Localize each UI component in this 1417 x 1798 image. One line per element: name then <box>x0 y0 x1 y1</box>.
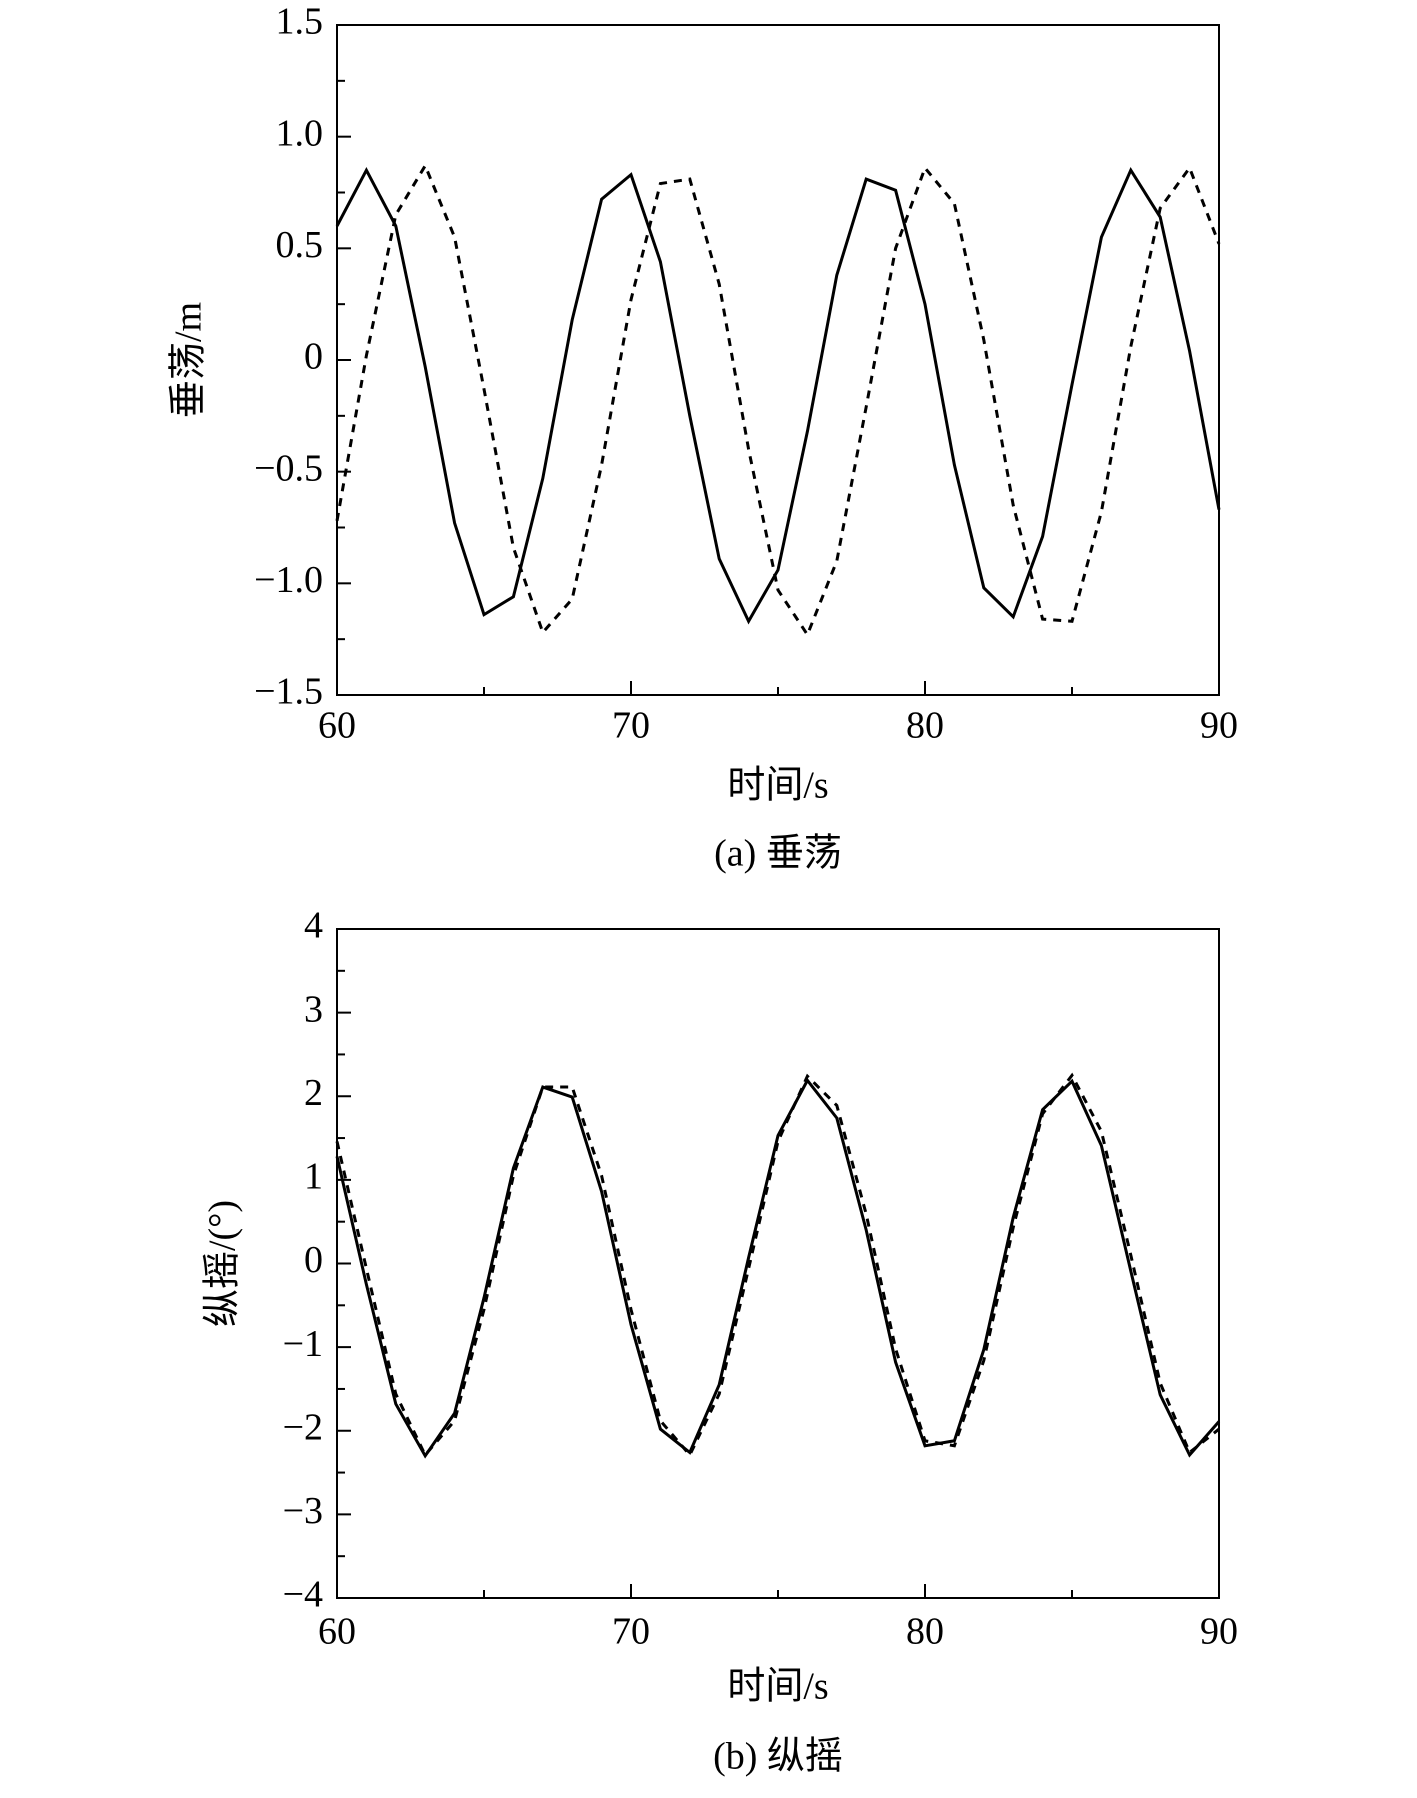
y-tick-label: −2 <box>283 1406 323 1448</box>
x-tick-label: 70 <box>612 1611 650 1653</box>
caption: (a) 垂荡 <box>714 833 842 875</box>
y-tick-label: −3 <box>283 1490 323 1532</box>
x-tick-label: 90 <box>1200 705 1238 747</box>
x-tick-label: 80 <box>906 705 944 747</box>
series-line <box>335 1072 1220 1458</box>
x-tick-label: 70 <box>612 705 650 747</box>
x-tick-label: 60 <box>318 1611 356 1653</box>
y-axis-label: 垂荡/m <box>168 302 210 418</box>
series-line <box>335 1077 1221 1459</box>
x-axis-label: 时间/s <box>727 765 828 807</box>
x-tick-label: 60 <box>318 705 356 747</box>
y-tick-label: −0.5 <box>254 447 323 489</box>
y-tick-label: 1.5 <box>276 1 324 43</box>
plot-frame <box>336 928 1220 1599</box>
caption: (b) 纵摇 <box>713 1736 843 1778</box>
y-tick-label: 0 <box>304 336 323 378</box>
plot-frame <box>336 24 1220 696</box>
series-line <box>335 162 1221 638</box>
y-tick-label: 0.5 <box>276 224 324 266</box>
y-tick-label: 2 <box>304 1072 323 1114</box>
y-tick-label: −1 <box>283 1323 323 1365</box>
series-line <box>335 166 1221 625</box>
y-tick-label: −1.0 <box>254 559 323 601</box>
y-tick-label: 0 <box>304 1239 323 1281</box>
y-tick-label: −4 <box>283 1574 323 1616</box>
y-tick-label: −1.5 <box>254 671 323 713</box>
y-tick-label: 1.0 <box>276 112 324 154</box>
y-tick-label: 3 <box>304 988 323 1030</box>
y-tick-label: 1 <box>304 1156 323 1198</box>
x-axis-label: 时间/s <box>727 1666 828 1708</box>
x-tick-label: 90 <box>1200 1611 1238 1653</box>
y-axis-label: 纵摇/(°) <box>202 1200 244 1327</box>
x-tick-label: 80 <box>906 1611 944 1653</box>
y-tick-label: 4 <box>304 905 323 947</box>
